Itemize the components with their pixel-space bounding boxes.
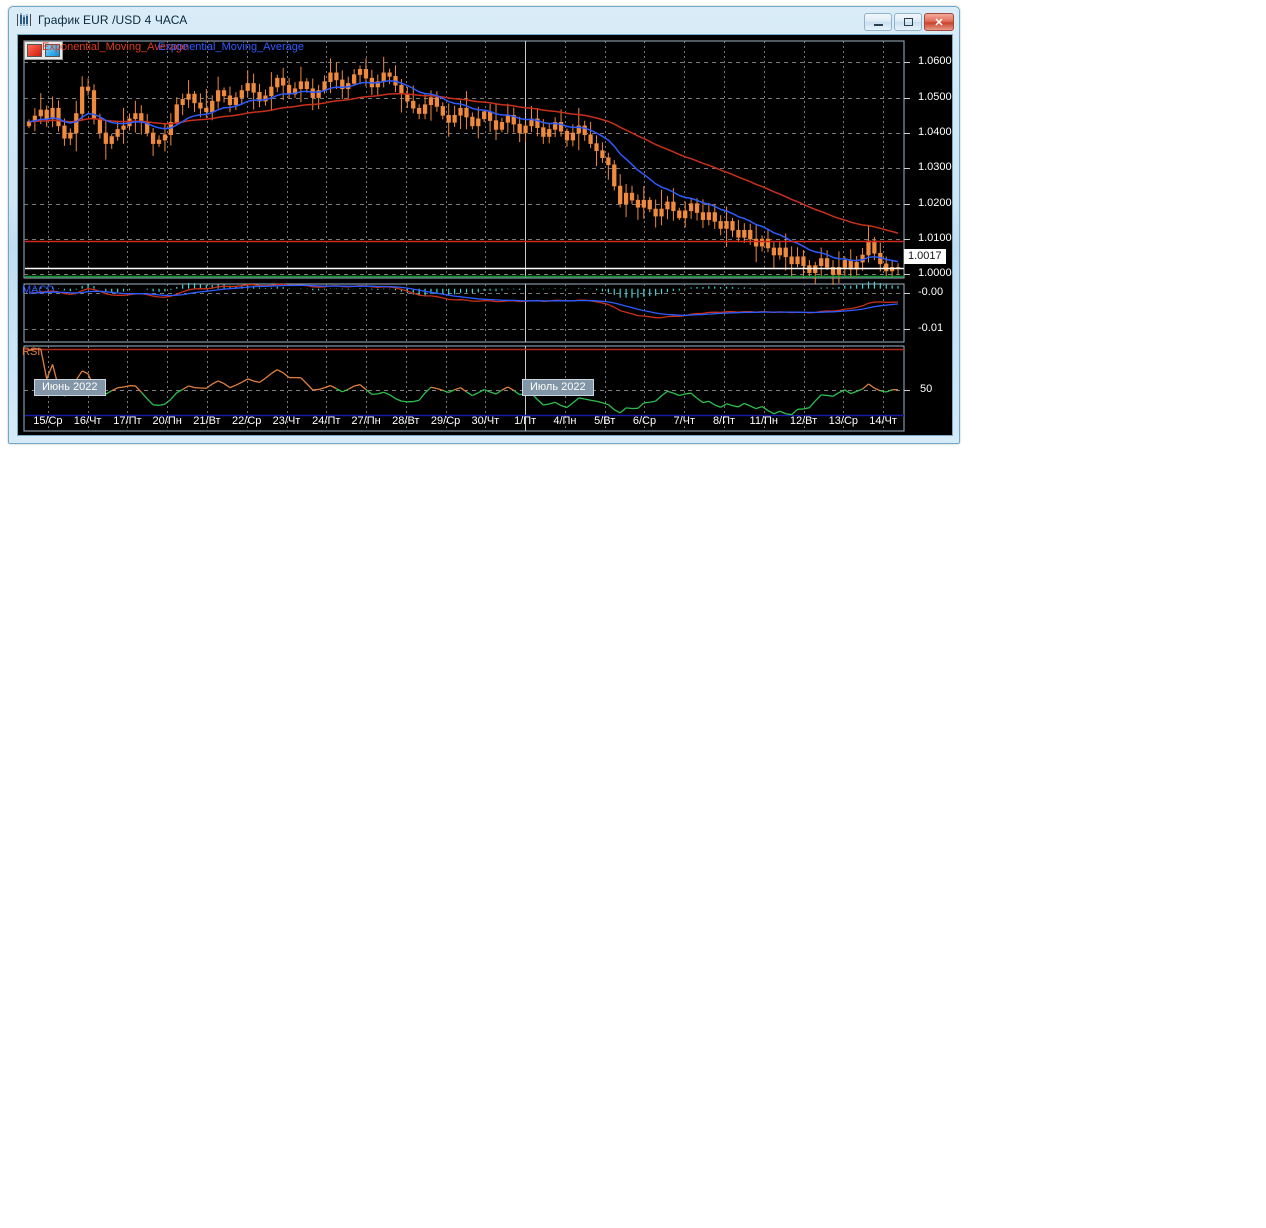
- date-tick-label: 20/Пн: [152, 415, 182, 427]
- date-tick-label: 29/Ср: [430, 415, 461, 427]
- month-tag: Июль 2022: [522, 379, 594, 396]
- date-tick-label: 24/Пт: [312, 415, 341, 427]
- window-title: График EUR /USD 4 ЧАСА: [38, 13, 188, 27]
- date-tick-label: 4/Пн: [553, 415, 577, 427]
- swatch-red-icon[interactable]: [27, 44, 42, 57]
- date-tick-label: 27/Пн: [351, 415, 381, 427]
- price-tick-1.0400: 1.0400: [918, 125, 952, 138]
- price-tick-1.0300: 1.0300: [918, 161, 952, 174]
- window-titlebar[interactable]: График EUR /USD 4 ЧАСА: [9, 7, 959, 33]
- date-tick-label: 1/Пт: [514, 415, 537, 427]
- date-tick-label: 22/Ср: [232, 415, 262, 427]
- date-tick-label: 13/Ср: [828, 415, 859, 427]
- date-tick-label: 12/Вт: [789, 415, 818, 427]
- swatch-blue-icon[interactable]: [45, 44, 60, 57]
- legend-color-swatches[interactable]: [24, 41, 63, 60]
- minimize-button[interactable]: [864, 13, 892, 31]
- date-tick-label: 16/Чт: [73, 415, 102, 427]
- current-price-tag: 1.0017: [904, 249, 946, 264]
- date-tick-label: 21/Вт: [193, 415, 221, 427]
- maximize-icon: [903, 18, 913, 26]
- price-tick-1.0200: 1.0200: [918, 196, 952, 209]
- window-controls: ✕: [864, 13, 954, 31]
- date-tick-label: 5/Вт: [594, 415, 616, 427]
- maximize-button[interactable]: [894, 13, 922, 31]
- date-tick-label: 8/Пт: [712, 415, 736, 427]
- minimize-icon: [873, 24, 883, 26]
- price-tick-1.0600: 1.0600: [918, 55, 952, 68]
- close-button[interactable]: ✕: [924, 13, 954, 31]
- chart-window: График EUR /USD 4 ЧАСА ✕ Exponential_Mov…: [8, 6, 960, 444]
- date-tick-label: 14/Чт: [869, 415, 897, 427]
- date-tick-label: 30/Чт: [471, 415, 500, 427]
- rsi-tick-50: 50: [920, 382, 933, 395]
- macd-tick--0.01: -0.01: [918, 322, 944, 335]
- chart-area[interactable]: Exponential_Moving_Average Exponential_M…: [17, 34, 953, 436]
- date-tick-label: 15/Ср: [33, 415, 63, 427]
- date-tick-label: 28/Вт: [392, 415, 420, 427]
- chart-canvas: [18, 35, 952, 435]
- chart-svg: [23, 40, 910, 432]
- date-tick-label: 6/Ср: [632, 415, 657, 427]
- price-tick-1.0500: 1.0500: [918, 90, 952, 103]
- date-tick-label: 23/Чт: [272, 415, 301, 427]
- month-tag: Июнь 2022: [34, 379, 106, 396]
- candlestick-chart-icon: [17, 12, 32, 28]
- macd-tick--0.00: -0.00: [918, 286, 944, 299]
- date-tick-label: 11/Пн: [749, 415, 779, 427]
- price-tick-1.0100: 1.0100: [918, 232, 952, 245]
- date-tick-label: 7/Чт: [673, 415, 696, 427]
- price-tick-1.0000: 1.0000: [918, 267, 952, 280]
- date-tick-label: 17/Пт: [113, 415, 142, 427]
